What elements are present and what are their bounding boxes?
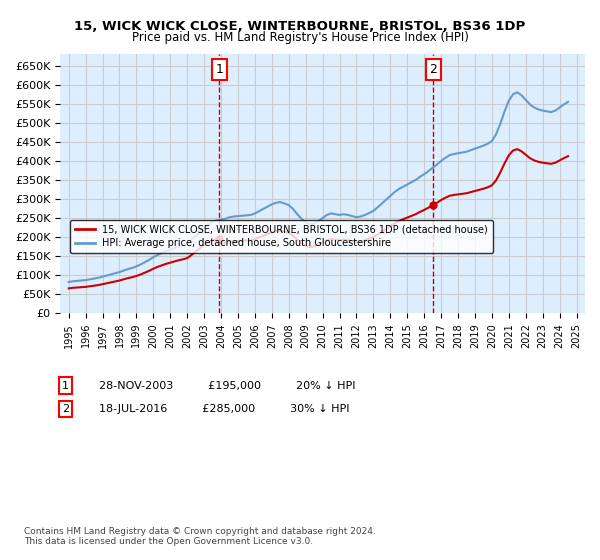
Legend: 15, WICK WICK CLOSE, WINTERBOURNE, BRISTOL, BS36 1DP (detached house), HPI: Aver: 15, WICK WICK CLOSE, WINTERBOURNE, BRIST… bbox=[70, 220, 493, 253]
Text: 2: 2 bbox=[430, 63, 437, 76]
Text: 28-NOV-2003          £195,000          20% ↓ HPI: 28-NOV-2003 £195,000 20% ↓ HPI bbox=[92, 381, 355, 391]
Text: Price paid vs. HM Land Registry's House Price Index (HPI): Price paid vs. HM Land Registry's House … bbox=[131, 31, 469, 44]
Text: 18-JUL-2016          £285,000          30% ↓ HPI: 18-JUL-2016 £285,000 30% ↓ HPI bbox=[92, 404, 349, 414]
Text: 15, WICK WICK CLOSE, WINTERBOURNE, BRISTOL, BS36 1DP: 15, WICK WICK CLOSE, WINTERBOURNE, BRIST… bbox=[74, 20, 526, 32]
Text: 1: 1 bbox=[62, 381, 69, 391]
Text: Contains HM Land Registry data © Crown copyright and database right 2024.
This d: Contains HM Land Registry data © Crown c… bbox=[24, 526, 376, 546]
Text: 1: 1 bbox=[215, 63, 223, 76]
Text: 2: 2 bbox=[62, 404, 69, 414]
